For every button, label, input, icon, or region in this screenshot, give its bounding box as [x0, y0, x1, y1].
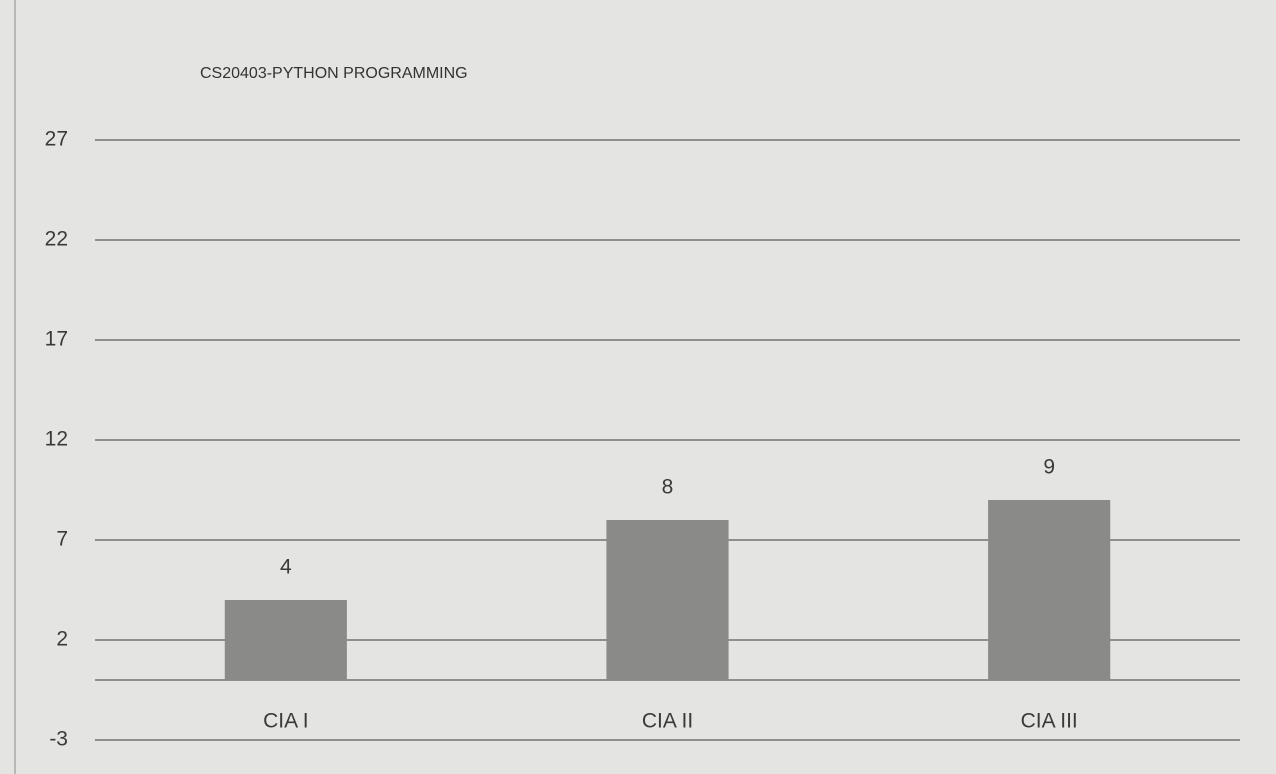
data-label: 8: [662, 476, 674, 499]
bar: [606, 520, 729, 680]
x-tick-label: CIA I: [263, 710, 309, 733]
chart-title: CS20403-PYTHON PROGRAMMING: [200, 65, 468, 82]
y-tick-label: 17: [45, 328, 68, 351]
x-tick-label: CIA II: [642, 710, 693, 733]
data-label: 9: [1043, 456, 1055, 479]
y-tick-label: 7: [56, 528, 68, 551]
y-tick-label: 27: [45, 128, 68, 151]
y-tick-label: 22: [45, 228, 68, 251]
y-tick-label: 12: [45, 428, 68, 451]
bar: [988, 500, 1111, 680]
x-tick-label: CIA III: [1021, 710, 1078, 733]
bar: [224, 600, 347, 680]
y-tick-label: 2: [56, 628, 68, 651]
data-label: 4: [280, 556, 292, 579]
y-tick-label: -3: [49, 728, 68, 751]
